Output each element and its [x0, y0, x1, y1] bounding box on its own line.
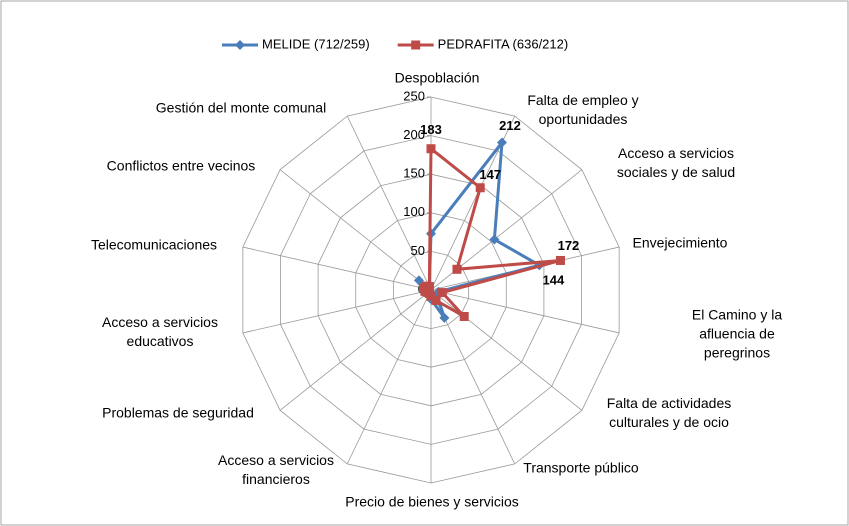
data-label: 212: [499, 118, 521, 133]
category-label: Telecomunicaciones: [90, 236, 218, 253]
data-label: 144: [543, 273, 565, 288]
category-label: Precio de bienes y servicios: [345, 493, 519, 510]
spoke: [242, 289, 432, 334]
marker: [452, 264, 462, 274]
marker: [411, 40, 421, 50]
marker: [235, 40, 245, 50]
marker: [439, 312, 450, 323]
data-label: 172: [558, 238, 580, 253]
spoke: [430, 289, 583, 411]
category-label: Conflictos entre vecinos: [106, 157, 256, 174]
spoke: [430, 289, 620, 334]
tick-label: 50: [411, 243, 425, 258]
tick-label: 150: [403, 166, 425, 181]
tick-label: 250: [403, 88, 425, 103]
data-label: 183: [420, 122, 442, 137]
spoke: [346, 289, 432, 465]
marker: [497, 137, 508, 148]
spoke: [242, 246, 432, 291]
category-label: Problemas de seguridad: [102, 404, 254, 421]
category-label: Gestión del monte comunal: [155, 99, 327, 116]
data-label: 147: [479, 167, 501, 182]
marker: [459, 311, 469, 321]
legend-label: MELIDE (712/259): [262, 36, 370, 51]
marker: [437, 288, 447, 298]
marker: [489, 234, 500, 245]
marker: [555, 255, 565, 265]
marker: [413, 275, 424, 286]
category-label: Falta de actividades culturales y de oci…: [606, 395, 732, 430]
tick-label: 100: [403, 204, 425, 219]
category-label: Transporte público: [523, 459, 639, 476]
category-label: Envejecimiento: [632, 234, 728, 251]
spoke: [346, 115, 432, 291]
spoke: [279, 289, 432, 411]
tick-label: 200: [403, 127, 425, 142]
spoke: [279, 169, 432, 291]
marker: [431, 295, 441, 305]
category-label: Acceso a servicios sociales y de salud: [616, 145, 736, 180]
category-label: Falta de empleo y oportunidades: [527, 92, 639, 127]
category-label: El Camino y la afluencia de peregrinos: [691, 306, 783, 361]
category-label: Despoblación: [394, 69, 480, 86]
category-label: Acceso a servicios educativos: [102, 314, 218, 349]
marker: [475, 183, 485, 193]
legend-label: PEDRAFITA (636/212): [438, 36, 569, 51]
category-label: Acceso a servicios financieros: [218, 452, 334, 487]
marker: [424, 282, 434, 292]
marker: [426, 144, 436, 154]
